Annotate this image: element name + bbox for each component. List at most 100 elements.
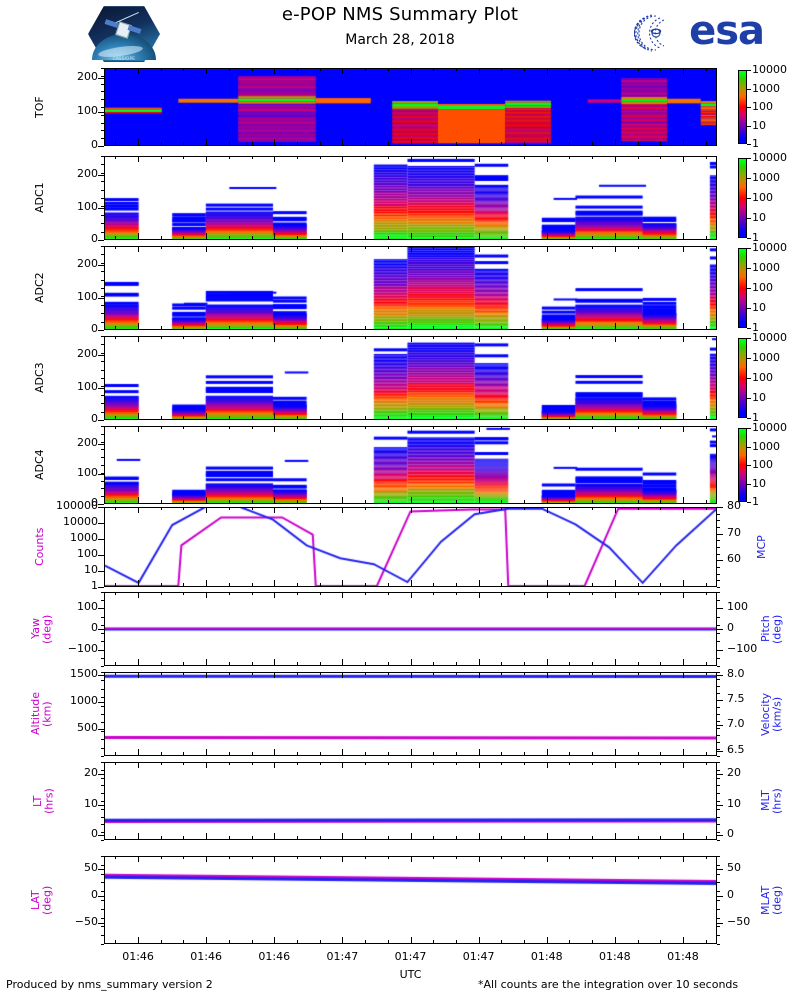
colorbar-tick-label: 100 (752, 281, 773, 294)
x-minor-tick (433, 856, 435, 859)
y-tick-label-tof: 0 (91, 138, 98, 151)
x-minor-tick (455, 416, 457, 419)
colorbar-tick-label: 100 (752, 458, 773, 471)
x-major-tick (546, 856, 548, 862)
colorbar-tick-label: 10 (752, 301, 766, 314)
x-minor-tick (592, 246, 594, 249)
x-minor-tick (296, 336, 298, 339)
y-tick-label-mlat: −50 (727, 914, 751, 928)
x-tick-label: 01:48 (530, 950, 563, 963)
x-minor-tick (365, 583, 367, 586)
x-major-tick (614, 833, 616, 839)
y-minor-tick (101, 91, 104, 92)
x-minor-tick (365, 507, 367, 510)
x-major-tick (342, 156, 344, 162)
y-minor-tick (101, 918, 104, 919)
x-minor-tick (115, 762, 117, 765)
x-minor-tick (501, 500, 503, 503)
panel-label-adc3: ADC3 (33, 362, 46, 394)
x-minor-tick (660, 592, 662, 595)
footer-right-text: *All counts are the integration over 10 … (478, 978, 739, 991)
x-major-tick (138, 246, 140, 252)
x-major-tick (206, 323, 208, 329)
x-minor-tick (160, 507, 162, 510)
x-minor-tick (160, 426, 162, 429)
x-minor-tick (592, 426, 594, 429)
colorbar-tick (747, 308, 751, 309)
x-minor-tick (569, 662, 571, 665)
colorbar-tick (747, 502, 751, 503)
x-minor-tick (387, 156, 389, 159)
x-minor-tick (455, 662, 457, 665)
adc1-spectrogram (105, 157, 716, 239)
y-minor-tick-right (717, 580, 720, 581)
y-minor-tick (101, 107, 104, 108)
x-minor-tick (296, 416, 298, 419)
x-minor-tick (660, 500, 662, 503)
x-minor-tick (115, 326, 117, 329)
x-minor-tick (228, 416, 230, 419)
x-major-tick (138, 426, 140, 432)
x-minor-tick (183, 592, 185, 595)
x-major-tick (138, 139, 140, 145)
x-major-tick (274, 233, 276, 239)
x-major-tick (614, 156, 616, 162)
y-major-tick-right (717, 751, 723, 752)
x-minor-tick (160, 672, 162, 675)
y-minor-tick (101, 481, 104, 482)
x-minor-tick (183, 583, 185, 586)
x-minor-tick (387, 662, 389, 665)
x-minor-tick (455, 583, 457, 586)
x-minor-tick (705, 416, 707, 419)
y-tick-label-velocity: 6.5 (727, 742, 745, 756)
x-minor-tick (524, 762, 526, 765)
x-minor-tick (183, 236, 185, 239)
colorbar-tick (747, 328, 751, 329)
y-tick-label-adc4: 200 (77, 436, 98, 449)
y-minor-tick (101, 891, 104, 892)
y-tick-label-adc2: 100 (77, 289, 98, 303)
x-minor-tick (228, 762, 230, 765)
y-tick-label-counts: 1 (91, 579, 98, 592)
x-minor-tick (637, 762, 639, 765)
y-minor-tick (101, 633, 104, 634)
x-major-tick (138, 323, 140, 329)
x-major-tick (342, 672, 344, 678)
x-minor-tick (592, 672, 594, 675)
x-major-tick (274, 156, 276, 162)
x-major-tick (206, 156, 208, 162)
x-major-tick (410, 833, 412, 839)
x-minor-tick (501, 592, 503, 595)
y-tick-label-velocity: 7.5 (727, 692, 745, 705)
x-minor-tick (705, 426, 707, 429)
y-minor-tick-right (717, 617, 720, 618)
x-major-tick (274, 413, 276, 419)
y-major-tick (98, 729, 104, 730)
x-minor-tick (365, 762, 367, 765)
colorbar-tick (747, 218, 751, 219)
x-minor-tick (569, 68, 571, 71)
x-minor-tick (365, 246, 367, 249)
y-tick-label-pitch: 0 (727, 621, 734, 634)
x-major-tick (342, 68, 344, 74)
x-major-tick (410, 749, 412, 755)
colorbar-tick (747, 398, 751, 399)
y-minor-tick (101, 240, 104, 241)
x-minor-tick (319, 940, 321, 943)
y-major-tick (98, 629, 104, 630)
y-minor-tick (101, 361, 104, 362)
x-minor-tick (296, 426, 298, 429)
x-minor-tick (660, 940, 662, 943)
x-minor-tick (660, 662, 662, 665)
y-minor-tick-right (717, 633, 720, 634)
x-minor-tick (365, 752, 367, 755)
x-minor-tick (524, 752, 526, 755)
x-minor-tick (501, 856, 503, 859)
y-tick-label-mcp: 60 (727, 552, 741, 566)
x-major-tick (410, 507, 412, 513)
x-major-tick (274, 833, 276, 839)
x-major-tick (682, 246, 684, 252)
x-minor-tick (433, 762, 435, 765)
x-minor-tick (387, 500, 389, 503)
y-minor-tick-right (717, 944, 720, 945)
